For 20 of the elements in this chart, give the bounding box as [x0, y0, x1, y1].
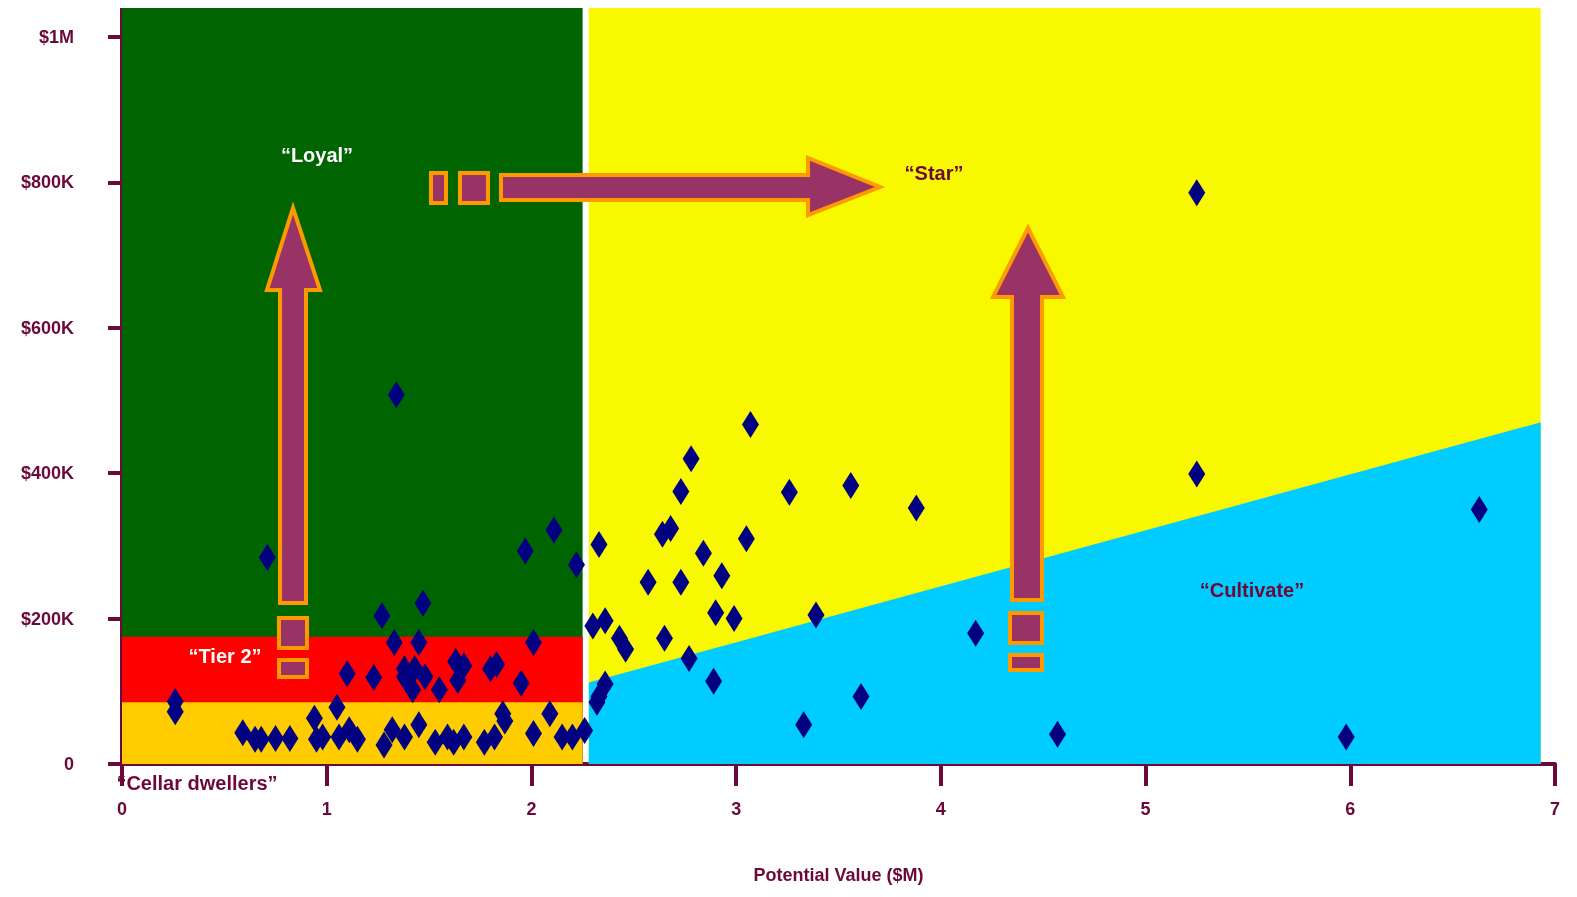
- y-tick-label: $200K: [20, 608, 74, 629]
- text: “Cellar dwellers”: [116, 772, 278, 794]
- x-tick-label: 0: [116, 799, 128, 819]
- y-tick-label: $600K: [20, 317, 74, 338]
- x-tick-label: 5: [1140, 799, 1151, 819]
- y-tick-label: 0: [63, 754, 74, 774]
- annotation: “Cultivate”: [1199, 579, 1305, 601]
- x-tick-label: 3: [731, 799, 742, 819]
- annotation: “Star”: [904, 162, 964, 184]
- x-tick-label: 7: [1549, 799, 1561, 819]
- x-tick-label: 6: [1345, 799, 1356, 819]
- y-tick-label: $1M: [38, 27, 74, 48]
- annotation: “Loyal”: [280, 144, 354, 166]
- x-tick-label: 2: [526, 799, 537, 819]
- annotation: “Tier 2”: [188, 645, 262, 667]
- x-tick-label: 1: [321, 799, 332, 819]
- x-tick-label: 4: [935, 799, 946, 819]
- x-axis-title: Potential Value ($M): [753, 865, 924, 885]
- y-tick-label: $800K: [20, 172, 74, 193]
- y-tick-label: $400K: [20, 463, 74, 484]
